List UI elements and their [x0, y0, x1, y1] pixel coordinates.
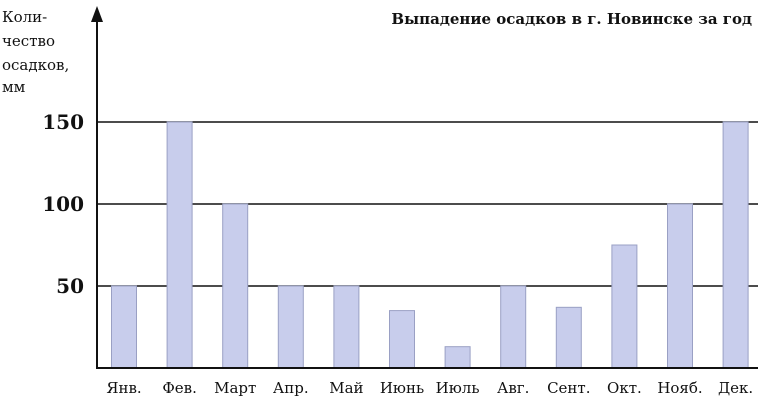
- bar: [277, 285, 304, 369]
- x-tick-label: Янв.: [106, 379, 141, 397]
- y-tick-label: 50: [56, 274, 84, 298]
- x-tick-label: Июнь: [380, 379, 424, 397]
- bar: [389, 310, 415, 369]
- x-tick-label: Апр.: [273, 379, 309, 397]
- bars: [111, 121, 749, 369]
- x-tick-label: Авг.: [497, 379, 529, 397]
- bar: [555, 306, 582, 369]
- y-tick-labels: 50 100 150: [42, 110, 84, 298]
- y-axis-label-line: Коли-: [2, 8, 47, 26]
- bar: [222, 203, 249, 369]
- y-axis-label-line: осадков,: [2, 56, 69, 74]
- x-tick-label: Окт.: [607, 379, 642, 397]
- y-tick-label: 100: [42, 192, 84, 216]
- bar: [166, 121, 193, 369]
- x-tick-label: Март: [214, 379, 256, 397]
- x-tick-label: Май: [329, 379, 363, 397]
- y-axis-arrow: [91, 6, 103, 22]
- x-tick-label: Дек.: [718, 379, 753, 397]
- bar: [667, 203, 693, 369]
- bar: [722, 121, 749, 369]
- y-tick-label: 150: [42, 110, 84, 134]
- bar: [500, 285, 527, 369]
- x-tick-label: Июль: [436, 379, 480, 397]
- chart-title: Выпадение осадков в г. Новинске за год: [391, 10, 752, 28]
- bar: [333, 285, 360, 369]
- y-axis-label: Коли- чество осадков, мм: [2, 8, 69, 96]
- x-tick-label: Фев.: [162, 379, 197, 397]
- grid-lines: [97, 121, 758, 287]
- y-axis-label-line: мм: [2, 78, 26, 96]
- y-axis-label-line: чество: [2, 32, 55, 50]
- x-tick-labels: Янв. Фев. Март Апр. Май Июнь Июль Авг. Сент. Окт.…: [106, 379, 753, 397]
- x-tick-label: Сент.: [547, 379, 590, 397]
- x-tick-label: Нояб.: [657, 379, 702, 397]
- bar: [444, 346, 471, 369]
- bar: [111, 285, 137, 369]
- bar: [611, 244, 638, 369]
